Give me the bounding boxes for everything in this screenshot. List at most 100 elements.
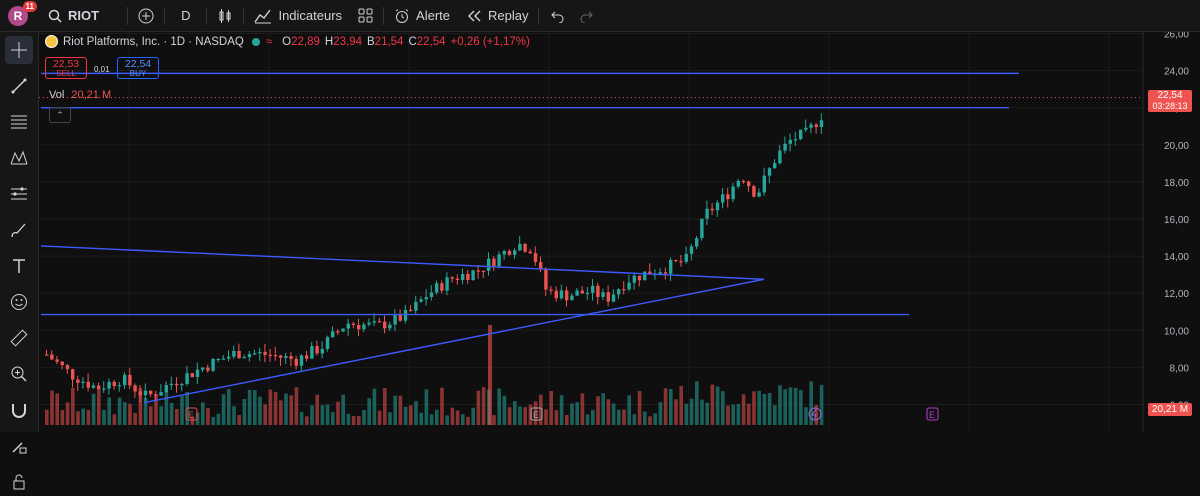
candles-icon	[219, 8, 231, 23]
chart-area[interactable]: EEE 26,0024,0022,0020,0018,0016,0014,001…	[39, 32, 1200, 432]
buy-label: BUY	[129, 69, 147, 78]
open-key: O	[282, 35, 292, 48]
volume-bar	[559, 395, 564, 425]
zoom-tool[interactable]	[5, 360, 33, 388]
volume-bar	[632, 414, 637, 425]
volume-axis-value: 20,21 M	[1151, 404, 1189, 415]
collapse-legend-button[interactable]: ⌃	[49, 107, 71, 123]
symbol-logo-icon	[45, 35, 58, 48]
candle-body	[310, 346, 314, 359]
candle-body	[50, 354, 54, 360]
candle-body	[705, 208, 709, 219]
volume-bar	[471, 407, 475, 425]
interval-button[interactable]: D	[175, 0, 196, 31]
indicators-button[interactable]: Indicateurs	[254, 0, 342, 31]
volume-bar	[315, 394, 319, 425]
lock-all-tool[interactable]	[5, 468, 33, 496]
buy-price: 22,54	[124, 58, 152, 70]
volume-bar	[778, 385, 782, 425]
volume-bar	[206, 408, 210, 425]
low-value: 21,54	[374, 35, 404, 48]
volume-bar	[362, 410, 366, 425]
candle-body	[648, 271, 652, 275]
replay-button[interactable]: Replay	[466, 0, 528, 31]
candle-body	[388, 324, 392, 329]
volume-bar	[393, 395, 397, 425]
volume-bar	[669, 389, 673, 425]
candle-body	[185, 373, 189, 384]
candle-body	[97, 385, 101, 389]
symbol-search[interactable]: RIOT	[48, 0, 99, 31]
volume-legend: Vol 20,21 M	[49, 89, 111, 101]
measure-lines-tool[interactable]	[5, 180, 33, 208]
candle-body	[320, 348, 324, 354]
volume-bar	[684, 403, 689, 425]
volume-bar	[461, 414, 465, 425]
text-tool[interactable]	[5, 252, 33, 280]
candle-body	[565, 290, 569, 301]
volume-bar	[383, 388, 387, 425]
candle-body	[190, 373, 194, 377]
candle-body	[591, 285, 595, 293]
candle-body	[450, 277, 454, 279]
alert-button[interactable]: Alerte	[394, 0, 450, 31]
alarm-clock-icon	[395, 8, 409, 23]
volume-bar	[627, 395, 631, 425]
triangle-upper-trendline	[40, 245, 765, 280]
volume-bar	[783, 389, 787, 425]
divider	[206, 6, 208, 25]
trendline-tool[interactable]	[5, 72, 33, 100]
candle-body	[149, 390, 153, 395]
buy-button[interactable]: 22,54 BUY	[117, 57, 159, 79]
candle-body	[263, 351, 267, 355]
candle-body	[471, 270, 475, 281]
volume-bar	[565, 414, 569, 425]
candle-body	[658, 272, 662, 275]
earnings-marker-label: E	[929, 410, 935, 420]
volume-bar	[310, 405, 314, 425]
candle-body	[585, 292, 590, 295]
candle-body	[461, 273, 465, 280]
volume-bar	[476, 390, 481, 425]
volume-bar	[700, 399, 704, 425]
layouts-button[interactable]	[358, 0, 373, 31]
volume-bar	[455, 410, 460, 425]
price-chart[interactable]: EEE 26,0024,0022,0020,0018,0016,0014,001…	[39, 32, 1200, 432]
volume-bar	[403, 406, 408, 425]
volume-bar	[596, 396, 600, 425]
crosshair-tool[interactable]	[5, 36, 33, 64]
fib-tool[interactable]	[5, 108, 33, 136]
undo-button[interactable]	[549, 0, 565, 31]
magnet-tool[interactable]	[5, 396, 33, 424]
volume-bar	[497, 388, 501, 425]
candle-body	[128, 374, 132, 386]
candle-body	[679, 261, 683, 263]
measure-lines-icon	[11, 187, 27, 200]
ruler-tool[interactable]	[5, 324, 33, 352]
lightning-event-icon	[808, 407, 822, 421]
candle-body	[65, 365, 70, 370]
open-value: 22,89	[291, 35, 320, 48]
volume-bar	[331, 412, 335, 425]
volume-bar	[435, 409, 439, 425]
sell-button[interactable]: 22,53 SELL	[45, 57, 87, 79]
emoji-tool[interactable]	[5, 288, 33, 316]
volume-bar	[502, 395, 507, 425]
candle-body	[55, 359, 59, 362]
candle-body	[325, 337, 330, 349]
compare-button[interactable]	[138, 0, 154, 31]
candle-body	[247, 354, 252, 358]
chart-type-button[interactable]	[217, 0, 233, 31]
candle-body	[611, 294, 616, 302]
add-icon	[138, 8, 154, 23]
lock-drawing-tool[interactable]	[5, 432, 33, 460]
user-avatar[interactable]: R 11	[8, 0, 37, 26]
redo-button[interactable]	[579, 0, 595, 31]
volume-bar	[523, 407, 527, 425]
pattern-tool[interactable]	[5, 144, 33, 172]
candle-body	[71, 369, 75, 380]
brush-tool[interactable]	[5, 216, 33, 244]
candle-body	[60, 361, 64, 366]
volume-bar	[414, 401, 418, 425]
candle-body	[440, 283, 444, 291]
